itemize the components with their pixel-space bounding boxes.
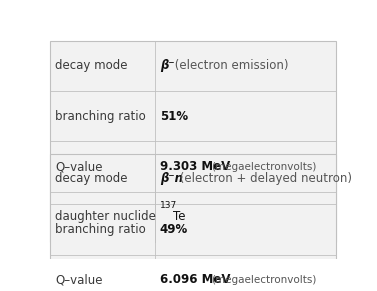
Text: β⁻n: β⁻n [160, 172, 183, 185]
Text: 9.303 MeV: 9.303 MeV [160, 160, 230, 173]
Text: (electron + delayed neutron): (electron + delayed neutron) [176, 172, 352, 185]
Text: (megaelectronvolts): (megaelectronvolts) [211, 275, 316, 285]
Text: branching ratio: branching ratio [55, 110, 146, 123]
Text: (electron emission): (electron emission) [171, 59, 288, 72]
Text: decay mode: decay mode [55, 59, 128, 72]
Text: Q–value: Q–value [55, 273, 103, 286]
Text: daughter nuclide: daughter nuclide [55, 210, 156, 223]
Text: β⁻: β⁻ [160, 59, 175, 72]
Text: Te: Te [173, 210, 185, 223]
Text: branching ratio: branching ratio [55, 223, 146, 236]
Text: 49%: 49% [160, 223, 188, 236]
Text: decay mode: decay mode [55, 172, 128, 185]
Text: 6.096 MeV: 6.096 MeV [160, 273, 230, 286]
Text: 137: 137 [160, 201, 177, 210]
Text: 51%: 51% [160, 110, 188, 123]
Text: (megaelectronvolts): (megaelectronvolts) [211, 162, 316, 172]
Text: Q–value: Q–value [55, 160, 103, 173]
